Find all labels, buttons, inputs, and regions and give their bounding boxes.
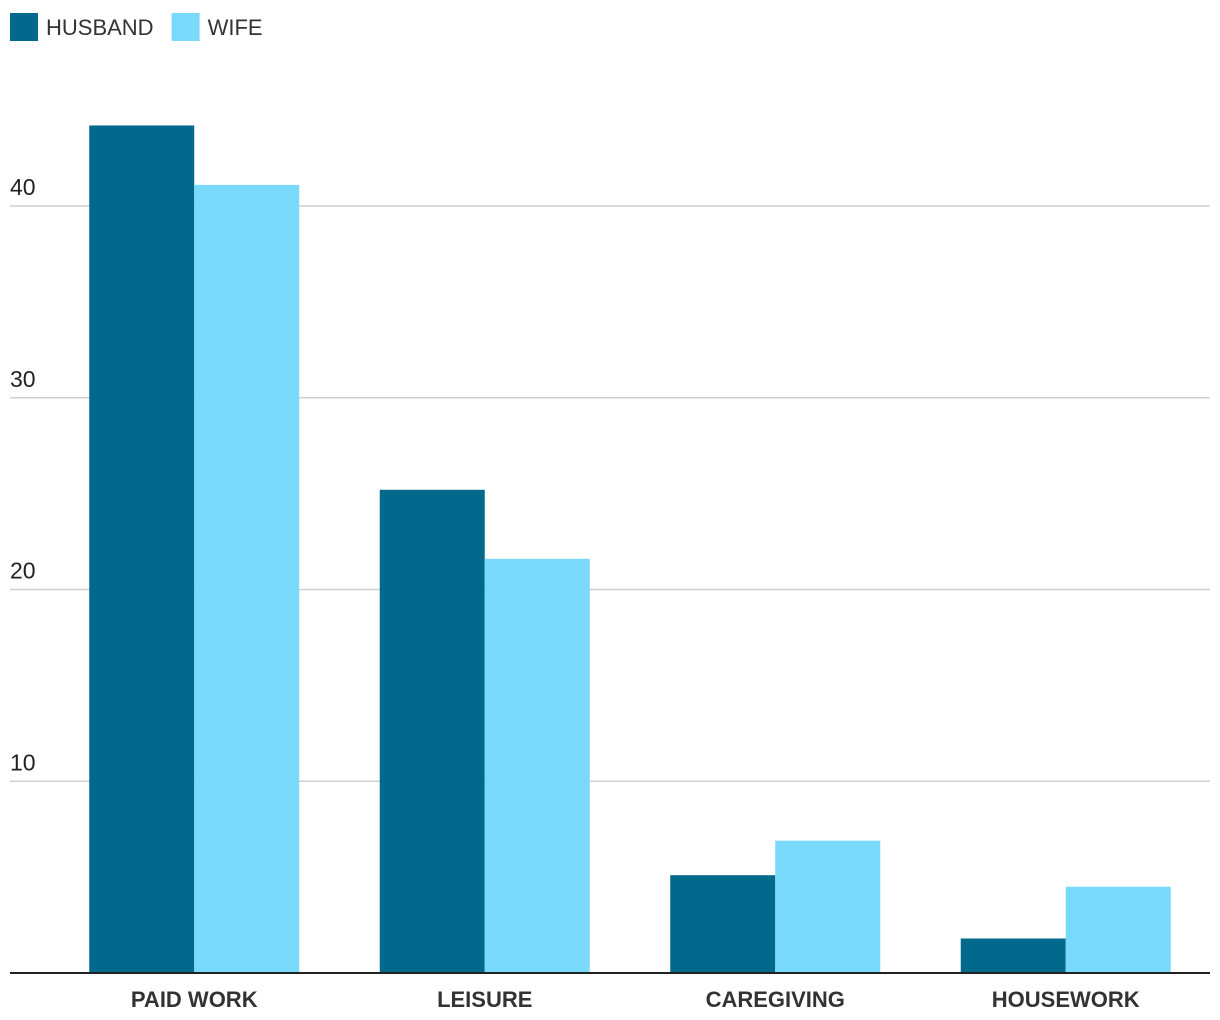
bar bbox=[670, 875, 776, 973]
legend-label: WIFE bbox=[208, 15, 263, 40]
y-tick-label: 10 bbox=[10, 749, 36, 775]
x-tick-label: CAREGIVING bbox=[706, 987, 845, 1012]
bars bbox=[89, 125, 1171, 974]
bar bbox=[1065, 886, 1171, 973]
legend-swatch bbox=[10, 13, 38, 41]
bar bbox=[960, 938, 1066, 973]
y-tick-label: 40 bbox=[10, 174, 36, 200]
x-tick-label: HOUSEWORK bbox=[992, 987, 1140, 1012]
bar bbox=[379, 489, 485, 973]
bar bbox=[89, 125, 195, 974]
bar bbox=[775, 840, 881, 973]
y-tick-label: 20 bbox=[10, 558, 36, 584]
legend-swatch bbox=[171, 13, 200, 41]
bar bbox=[194, 184, 300, 974]
legend-label: HUSBAND bbox=[46, 15, 154, 40]
x-tick-label: LEISURE bbox=[437, 987, 532, 1012]
bar bbox=[484, 558, 590, 973]
x-tick-label: PAID WORK bbox=[131, 987, 258, 1012]
y-tick-label: 30 bbox=[10, 366, 36, 392]
